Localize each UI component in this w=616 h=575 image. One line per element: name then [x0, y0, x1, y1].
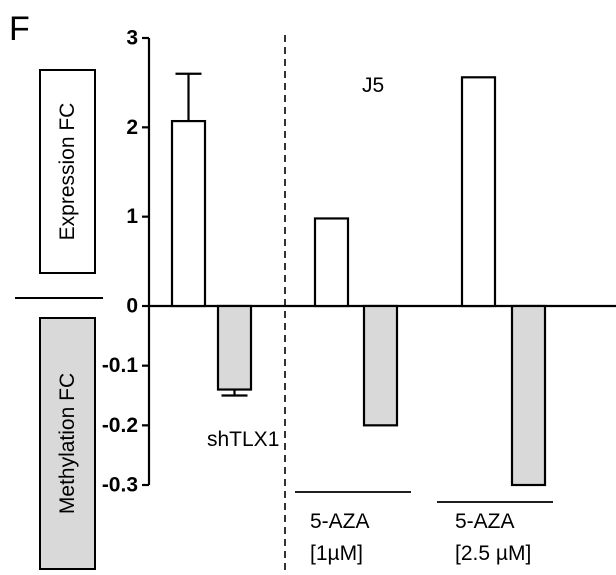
y-tick-label: 2: [126, 116, 138, 139]
group-label: shTLX1: [207, 428, 279, 451]
group-labels-layer: shTLX1 5-AZA [1µM] 5-AZA [2.5 µM]: [207, 428, 531, 565]
y-tick-label: 1: [126, 205, 138, 228]
expression-label-frame: [39, 69, 96, 274]
group-label: 5-AZA: [310, 510, 370, 533]
bars-layer: [170, 72, 553, 503]
expression-axis-label: Expression FC: [56, 103, 79, 241]
methylation-label-box: Methylation FC: [39, 317, 96, 570]
group-label: 5-AZA: [455, 510, 515, 533]
y-tick-label: 0: [126, 295, 138, 318]
expression-bar: [170, 119, 207, 308]
y-tick-label: 3: [126, 27, 138, 50]
group-label: [2.5 µM]: [455, 542, 531, 565]
expression-bar: [313, 217, 350, 308]
y-tick-label: -0.1: [102, 354, 139, 377]
inset-label: J5: [362, 74, 384, 97]
methylation-label-frame: [39, 317, 96, 570]
expression-label-box: Expression FC: [39, 69, 96, 274]
y-tick-label: -0.2: [102, 414, 138, 437]
y-tick-label: -0.3: [102, 474, 138, 497]
expression-bar: [460, 76, 497, 308]
methylation-axis-label: Methylation FC: [56, 373, 79, 514]
methylation-bar: [216, 304, 253, 391]
ticks-layer: 3 2 1 0 -0.1 -0.2 -0.3: [102, 27, 149, 497]
methylation-bar: [362, 304, 399, 427]
group-label: [1µM]: [310, 542, 363, 565]
panel-label: F: [9, 10, 30, 48]
methylation-bar: [510, 304, 547, 487]
